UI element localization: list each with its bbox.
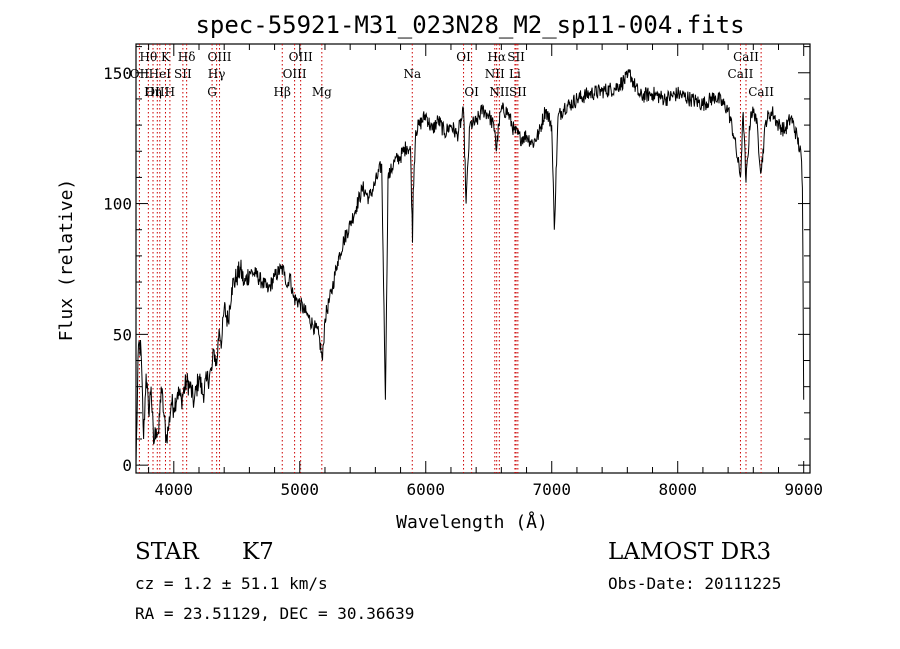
spectral-line-markers xyxy=(138,44,762,473)
survey-name: LAMOST DR3 xyxy=(608,539,771,565)
y-tick-label: 50 xyxy=(113,325,132,344)
y-tick-label: 0 xyxy=(122,456,132,475)
spectral-line-label: Hθ xyxy=(139,50,157,64)
chart-title: spec-55921-M31_023N28_M2_sp11-004.fits xyxy=(195,11,744,39)
spectral-line-label: Mg xyxy=(312,85,332,99)
spectral-line-label: SII xyxy=(509,85,527,99)
ra-dec-coordinates: RA = 23.51129, DEC = 30.36639 xyxy=(135,604,414,623)
spectral-line-label: Hδ xyxy=(178,50,196,64)
spectral-line-label: OIII xyxy=(283,67,307,81)
spectral-line-label: Na xyxy=(403,67,421,81)
spectral-line-label: OI xyxy=(464,85,479,99)
y-tick-label: 150 xyxy=(103,64,132,83)
spectral-line-label: NII xyxy=(485,67,505,81)
spectral-line-label: Hβ xyxy=(274,85,291,99)
spectral-line-label: SII xyxy=(174,67,192,81)
spectral-line-label: G xyxy=(207,85,217,99)
spectral-line-label: OII xyxy=(130,67,150,81)
spectral-line-label: CaII xyxy=(748,85,774,99)
spectral-line-label: OIII xyxy=(145,85,169,99)
x-axis: 4000 5000 6000 7000 8000 9000 xyxy=(148,44,823,499)
x-tick-label: 6000 xyxy=(406,480,445,499)
spectral-line-label: CaII xyxy=(728,67,754,81)
spectrum-series-line xyxy=(135,69,805,466)
observation-date: Obs-Date: 20111225 xyxy=(608,574,781,593)
x-tick-label: 9000 xyxy=(784,480,823,499)
x-tick-label: 8000 xyxy=(658,480,697,499)
x-tick-label: 4000 xyxy=(155,480,194,499)
spectral-line-label: OIII xyxy=(289,50,313,64)
y-axis: 0 50 100 150 xyxy=(103,46,810,475)
x-tick-label: 7000 xyxy=(532,480,571,499)
spectral-line-label: HeI xyxy=(149,67,172,81)
spectral-line-label: Hα xyxy=(487,50,506,64)
plot-frame xyxy=(135,43,811,474)
redshift-cz: cz = 1.2 ± 51.1 km/s xyxy=(135,574,328,593)
object-subclass: K7 xyxy=(242,539,274,565)
object-class: STAR xyxy=(135,539,199,565)
y-axis-label: Flux (relative) xyxy=(56,179,77,342)
spectral-line-label: H xyxy=(165,85,175,99)
spectral-line-label: K xyxy=(161,50,171,64)
spectral-line-label: NII xyxy=(489,85,509,99)
spectral-line-label: SII xyxy=(507,50,525,64)
spectral-line-label: CaII xyxy=(733,50,759,64)
spectral-line-label: Li xyxy=(509,67,521,81)
spectral-line-label: OI xyxy=(456,50,471,64)
spectral-line-label: Hγ xyxy=(208,67,226,81)
spectral-line-label: OIII xyxy=(207,50,231,64)
x-axis-label: Wavelength (Å) xyxy=(396,511,548,533)
spectral-line-label: Hη xyxy=(144,85,162,99)
x-tick-label: 5000 xyxy=(281,480,320,499)
y-tick-label: 100 xyxy=(103,195,132,214)
